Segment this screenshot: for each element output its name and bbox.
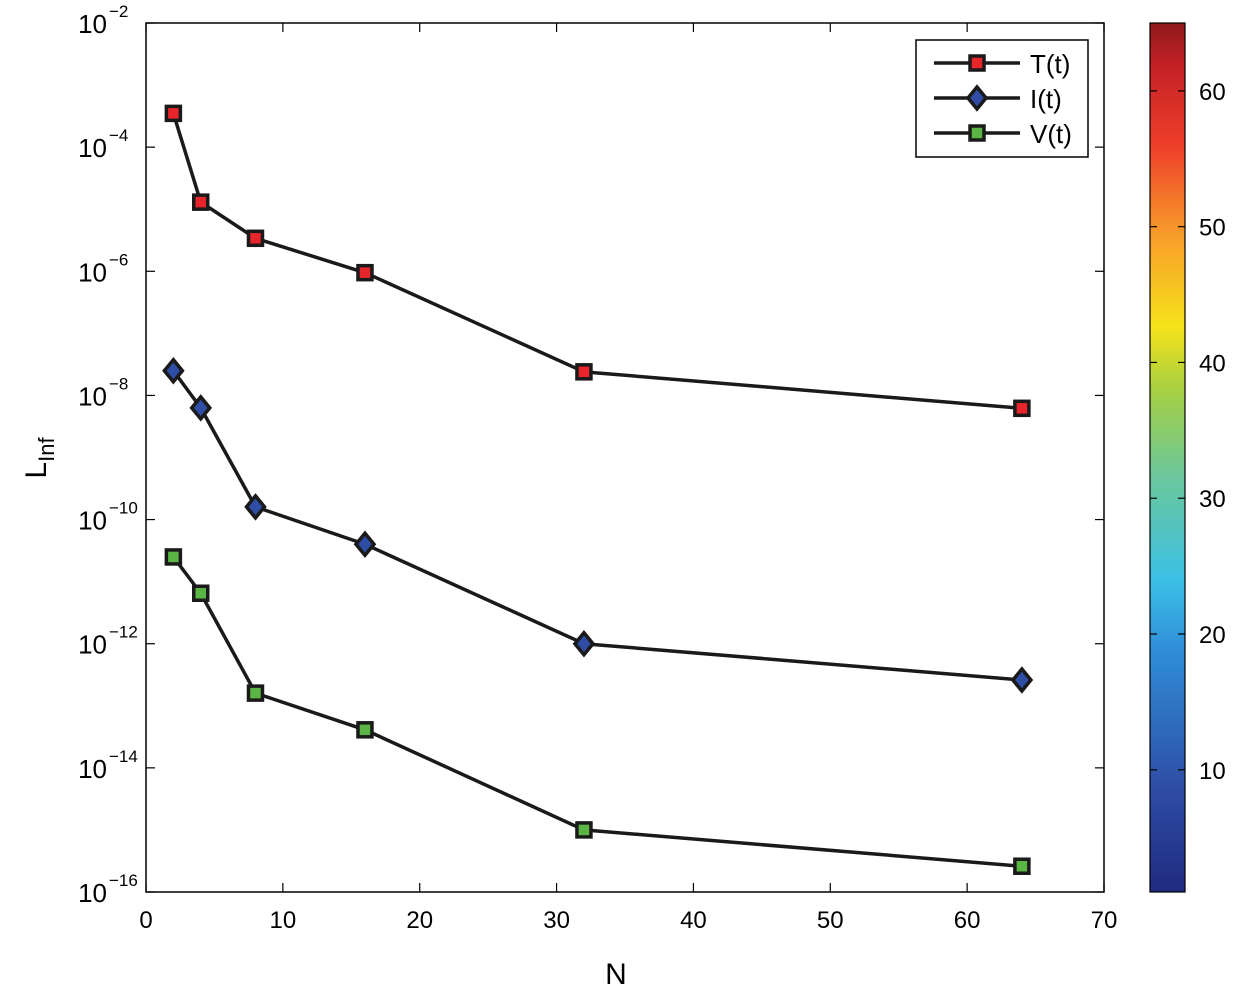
y-tick-label-exponent: −8 — [109, 374, 128, 393]
data-point-0-4 — [575, 363, 593, 381]
legend-entry-2: V(t) — [934, 119, 1072, 149]
y-tick-label-exponent: −12 — [109, 623, 138, 642]
x-tick-label: 0 — [139, 907, 152, 934]
series-markers — [162, 104, 1034, 875]
x-tick-label: 50 — [817, 907, 844, 934]
y-tick-label-exponent: −2 — [109, 2, 128, 21]
y-tick-label-exponent: −10 — [109, 499, 138, 518]
data-point-1-5 — [1010, 666, 1034, 694]
y-tick-label-exponent: −14 — [109, 747, 138, 766]
y-axis-label: LInf — [20, 437, 59, 479]
plot-area — [146, 23, 1104, 892]
y-tick-label: 10 −12 — [78, 623, 138, 660]
data-point-0-1 — [191, 193, 210, 211]
y-tick-label-exponent: −16 — [109, 871, 138, 890]
legend-marker — [968, 124, 986, 142]
x-tick-labels: 0 10 20 30 40 50 60 70 — [139, 907, 1117, 934]
y-tick-label-base: 10 — [78, 506, 107, 536]
x-tick-label: 30 — [543, 907, 570, 934]
y-tick-label-base: 10 — [78, 257, 107, 287]
y-tick-label: 10 −6 — [78, 250, 128, 287]
colorbar-tick-label: 20 — [1199, 622, 1226, 649]
colorbar-tick-label: 10 — [1199, 758, 1226, 785]
data-point-0-5 — [1013, 399, 1031, 418]
legend-entry-0: T(t) — [934, 49, 1070, 79]
legend-label: V(t) — [1030, 119, 1072, 149]
y-tick-label-base: 10 — [78, 630, 107, 660]
data-point-2-3 — [356, 721, 374, 739]
legend-entry-1: I(t) — [934, 84, 1062, 114]
svg-text:LInf: LInf — [20, 437, 59, 479]
x-tick-label: 20 — [406, 907, 433, 934]
y-tick-label: 10 −10 — [78, 499, 138, 536]
data-point-0-2 — [246, 229, 265, 248]
colorbar-tick-label: 30 — [1199, 486, 1226, 513]
data-point-2-1 — [191, 584, 210, 603]
y-tick-label: 10 −8 — [78, 374, 128, 411]
legend-entries: T(t) I(t) V(t) — [934, 49, 1072, 149]
x-tick-label: 60 — [954, 907, 981, 934]
y-tick-label-base: 10 — [78, 754, 107, 784]
data-point-2-5 — [1013, 857, 1031, 875]
data-point-2-2 — [246, 684, 265, 702]
y-tick-label: 10 −4 — [78, 126, 128, 163]
y-tick-label-exponent: −6 — [109, 250, 128, 269]
x-tick-label: 40 — [680, 907, 707, 934]
data-point-0-0 — [164, 104, 183, 123]
y-tick-label-base: 10 — [78, 381, 107, 411]
y-axis-label-subscript: Inf — [34, 437, 59, 462]
legend-label: T(t) — [1030, 49, 1070, 79]
y-tick-label: 10 −16 — [78, 871, 138, 908]
data-point-1-3 — [353, 530, 377, 559]
y-tick-label-base: 10 — [78, 133, 107, 163]
data-point-2-0 — [164, 548, 183, 566]
data-point-1-2 — [244, 493, 267, 521]
y-axis-label-main: L — [20, 462, 53, 479]
colorbar — [1149, 22, 1186, 893]
data-point-1-0 — [162, 356, 185, 385]
colorbar-tick-label: 60 — [1199, 79, 1226, 106]
legend: T(t) I(t) V(t) — [915, 39, 1089, 158]
plot-frame — [145, 22, 1105, 893]
colorbar-tick-label: 50 — [1199, 215, 1226, 242]
y-tick-label: 10 −2 — [78, 2, 128, 39]
y-tick-label-base: 10 — [78, 878, 107, 908]
legend-marker — [965, 84, 989, 112]
series-line-0 — [171, 112, 1023, 411]
colorbar-ticks: 10 20 30 40 50 60 — [1150, 79, 1226, 785]
legend-marker — [968, 54, 986, 72]
legend-label: I(t) — [1030, 84, 1062, 114]
y-tick-label-exponent: −4 — [109, 126, 128, 145]
x-axis-label: N — [605, 958, 627, 991]
data-point-1-1 — [189, 394, 213, 422]
data-point-1-4 — [572, 629, 596, 658]
y-tick-label: 10 −14 — [78, 747, 138, 784]
y-tick-label-base: 10 — [78, 9, 107, 39]
data-point-0-3 — [356, 263, 374, 282]
colorbar-tick-label: 40 — [1199, 350, 1226, 377]
x-tick-label: 70 — [1091, 907, 1118, 934]
data-point-2-4 — [575, 821, 593, 839]
x-tick-label: 10 — [270, 907, 297, 934]
